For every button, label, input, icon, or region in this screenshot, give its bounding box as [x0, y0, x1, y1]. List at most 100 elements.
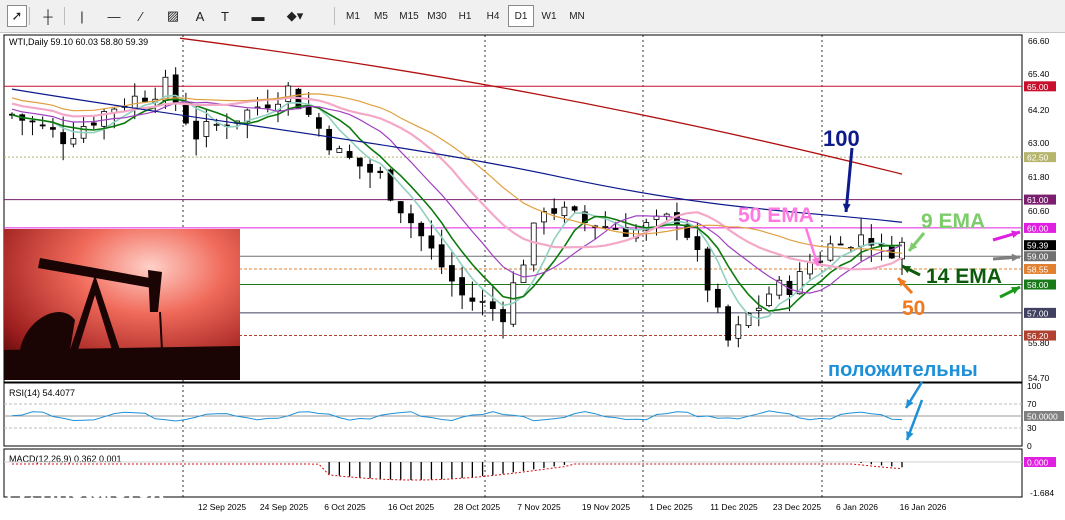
label-ema9: 9 EMA [921, 210, 985, 233]
shapes-menu-icon[interactable]: ◆▾ [286, 8, 304, 23]
price-tag [1024, 307, 1056, 318]
arrow-level-59-head [1011, 253, 1020, 262]
text-tool-icon[interactable]: A [195, 8, 205, 24]
candle-body [397, 201, 404, 214]
date-tick: 16 Jan 2026 [900, 502, 947, 512]
rectangle-icon[interactable]: ▬ [251, 8, 265, 24]
candle-body [264, 104, 271, 109]
timeframe-m1-button[interactable]: M1 [346, 10, 360, 22]
ma-line-200 [179, 37, 903, 175]
timeframe-m15-button[interactable]: M15 [399, 10, 419, 22]
rsi-panel-frame [3, 382, 1023, 447]
candle-body [90, 122, 97, 126]
candle-body [776, 279, 783, 296]
candle-body [39, 124, 46, 127]
arrow-level-60-head [1011, 230, 1020, 239]
timeframe-m30-button[interactable]: M30 [427, 10, 447, 22]
candle-body [101, 111, 107, 127]
price-tag-value: 56.20 [1027, 331, 1049, 341]
pump-motor [20, 311, 75, 350]
crosshair-icon[interactable]: ┼ [43, 8, 53, 24]
chart-header: WTI,Daily 59.10 60.03 58.80 59.39 [9, 37, 148, 47]
candle-body [336, 148, 343, 153]
candle-body [131, 95, 138, 109]
price-tick: 60.60 [1028, 206, 1050, 216]
candle-body [541, 211, 547, 223]
date-tick: 11 Dec 2025 [710, 502, 758, 512]
trendline-icon[interactable]: ∕ [139, 8, 143, 24]
arrow-ema9-head [909, 242, 918, 251]
channel-icon[interactable]: ▨ [166, 8, 180, 23]
label-ema14: 14 EMA [926, 265, 1002, 288]
candle-body [326, 128, 333, 151]
candle-body [213, 123, 220, 126]
candle-body [305, 105, 312, 115]
candle-body [643, 222, 650, 231]
timeframe-d1-button[interactable]: D1 [508, 5, 534, 27]
pump-beam [38, 258, 152, 288]
candle-body [837, 243, 844, 246]
candle-body [60, 132, 67, 145]
ma-line-50ema [11, 96, 903, 271]
candle-body [766, 293, 772, 307]
arrow-ema14-head [902, 266, 911, 274]
price-tag-value: 62.50 [1027, 153, 1049, 163]
ma-line-50 [11, 93, 903, 254]
price-tag-value: 60.00 [1027, 223, 1049, 233]
candle-body [377, 170, 384, 174]
candle-body [561, 206, 568, 217]
macd-low-tick: -1.684 [1030, 488, 1054, 498]
timeframe-m5-button[interactable]: M5 [374, 10, 388, 22]
arrow-fifty-head [898, 278, 907, 287]
oil-pump-image [4, 229, 240, 380]
candle-body [755, 307, 762, 311]
ma-line-14ema [11, 98, 903, 312]
arrow-ma100 [844, 147, 854, 213]
price-tag [1024, 152, 1056, 163]
pump-rod [159, 311, 163, 351]
candle-body [868, 238, 875, 246]
candle-body [193, 120, 200, 140]
price-tick: 55.80 [1028, 338, 1050, 348]
timeframe-h4-button[interactable]: H4 [486, 10, 500, 22]
price-tag [1024, 263, 1056, 274]
timeframe-h1-button[interactable]: H1 [458, 10, 472, 22]
price-tick: 61.80 [1028, 172, 1050, 182]
rsi-tick: 100 [1027, 381, 1041, 391]
candle-body [530, 222, 537, 266]
candle-body [796, 271, 803, 295]
pump-head [148, 270, 162, 312]
candle-body [745, 313, 752, 327]
price-tag-value: 65.00 [1027, 82, 1049, 92]
logo-tagline: Instant Forex Trading [49, 502, 149, 515]
price-tick: 63.00 [1028, 138, 1050, 148]
ma-line-100 [11, 88, 903, 223]
candle-body [827, 243, 834, 261]
candle-body [500, 309, 506, 323]
timeframe-w1-button[interactable]: W1 [541, 10, 557, 22]
date-tick: 24 Sep 2025 [260, 502, 308, 512]
price-tick: 64.20 [1028, 105, 1050, 115]
vertical-line-icon[interactable]: | [80, 8, 84, 24]
candle-body [346, 151, 353, 158]
candle-body [408, 213, 414, 224]
price-tag-value: 59.39 [1027, 241, 1049, 251]
date-tick: 6 Jan 2026 [836, 502, 878, 512]
price-tag-value: 61.00 [1027, 195, 1049, 205]
horizontal-line-icon[interactable]: — [107, 8, 121, 24]
label-tool-icon[interactable]: T [221, 8, 229, 24]
label-ma100: 100 [823, 126, 860, 151]
rsi-tick: 0 [1027, 441, 1032, 451]
date-tick: 7 Nov 2025 [517, 502, 561, 512]
price-tag [1024, 194, 1056, 205]
price-tag-value: 57.00 [1027, 308, 1049, 318]
label-fifty: 50 [902, 297, 925, 320]
timeframe-mn-button[interactable]: MN [569, 10, 585, 22]
date-tick: 1 Dec 2025 [649, 502, 693, 512]
arrow-rsi-head [906, 399, 914, 408]
pump-frame [70, 275, 120, 350]
price-tag [1024, 279, 1056, 290]
candle-body [367, 163, 373, 173]
price-chart[interactable]: WTI,Daily 59.10 60.03 58.80 59.39 66.60 65… [0, 33, 1065, 520]
cursor-arrow-icon[interactable]: ➚ [7, 5, 27, 27]
